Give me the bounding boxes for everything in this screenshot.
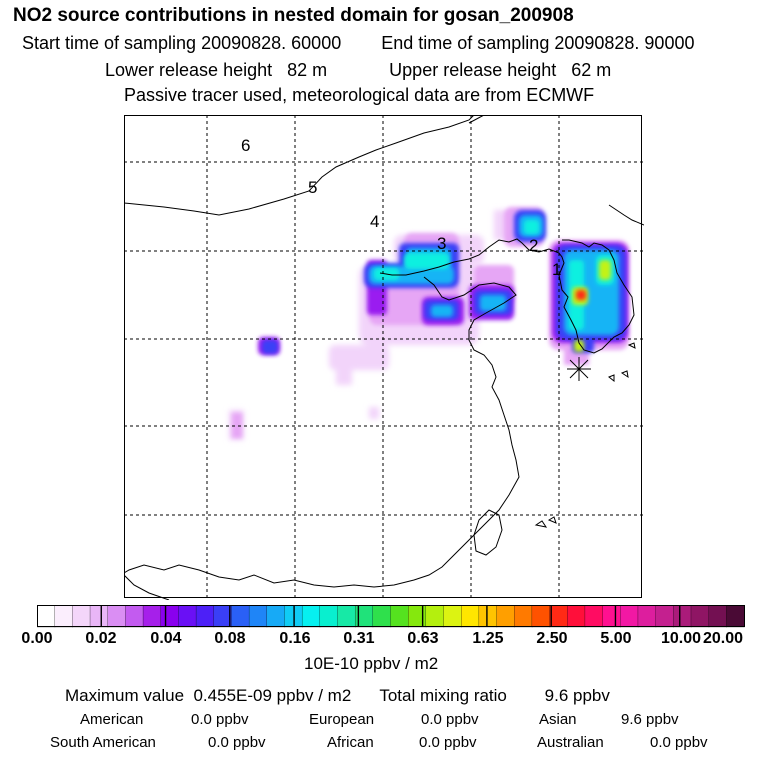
colorbar-cell — [72, 605, 91, 628]
colorbar-cell — [673, 605, 692, 628]
day-label-6: 6 — [241, 136, 250, 155]
colorbar-tick: 0.00 — [21, 630, 53, 647]
colorbar-cell — [461, 605, 480, 628]
lower-release-label: Lower release height 82 m — [105, 60, 328, 80]
colorbar-cell — [584, 605, 604, 628]
colorbar-cell — [125, 605, 144, 628]
day-label-5: 5 — [308, 178, 317, 197]
end-time-label: End time of sampling 20090828. 90000 — [381, 33, 695, 53]
day-label-2: 2 — [529, 236, 538, 255]
region-name: Asian — [539, 711, 577, 728]
contribution-field — [229, 207, 629, 440]
region-name: American — [80, 711, 144, 728]
colorbar-tick: 2.50 — [536, 630, 568, 647]
tracer-note: Passive tracer used, meteorological data… — [124, 85, 595, 105]
colorbar-cell — [726, 605, 745, 628]
region-name: South American — [50, 734, 156, 751]
region-value: 9.6 ppbv — [621, 711, 679, 728]
colorbar-cell — [178, 605, 197, 628]
colorbar-cell — [231, 605, 250, 628]
colorbar-tick: 10.00 — [660, 630, 702, 647]
colorbar-cell — [266, 605, 286, 628]
region-value: 0.0 ppbv — [191, 711, 249, 728]
colorbar-cell — [496, 605, 515, 628]
colorbar-cell — [478, 605, 498, 628]
colorbar-cell — [142, 605, 162, 628]
colorbar-cell — [372, 605, 392, 628]
colorbar-cell — [107, 605, 127, 628]
colorbar-cell — [160, 605, 180, 628]
colorbar-cell — [514, 605, 533, 628]
release-heights: Lower release height 82 m Upper release … — [105, 60, 611, 81]
colorbar — [37, 605, 745, 628]
colorbar-cell — [54, 605, 74, 628]
colorbar-tick: 0.63 — [407, 630, 439, 647]
colorbar-cell — [408, 605, 427, 628]
colorbar-cell — [567, 605, 586, 628]
colorbar-cell — [37, 605, 56, 628]
colorbar-tick: 0.02 — [85, 630, 117, 647]
region-name: Australian — [537, 734, 604, 751]
colorbar-tick: 0.04 — [150, 630, 182, 647]
sampling-times: Start time of sampling 20090828. 60000 E… — [22, 33, 694, 54]
region-value: 0.0 ppbv — [419, 734, 477, 751]
map-frame — [124, 115, 642, 598]
colorbar-cell — [655, 605, 674, 628]
colorbar-cell — [337, 605, 356, 628]
graticule — [124, 115, 644, 600]
region-name: European — [309, 711, 375, 728]
region-value: 0.0 ppbv — [421, 711, 479, 728]
upper-release-label: Upper release height 62 m — [389, 60, 612, 80]
day-label-4: 4 — [370, 212, 379, 231]
start-time-label: Start time of sampling 20090828. 60000 — [22, 33, 342, 53]
colorbar-cell — [637, 605, 657, 628]
colorbar-cell — [319, 605, 339, 628]
colorbar-tick: 0.31 — [343, 630, 375, 647]
maximum-value-line: Maximum value 0.455E-09 ppbv / m2 Total … — [65, 686, 610, 705]
colorbar-cell — [531, 605, 551, 628]
region-value: 0.0 ppbv — [208, 734, 266, 751]
colorbar-tick: 0.08 — [214, 630, 246, 647]
colorbar-tick: 0.16 — [279, 630, 311, 647]
page-title: NO2 source contributions in nested domai… — [13, 5, 574, 26]
colorbar-cell — [620, 605, 639, 628]
colorbar-cell — [195, 605, 215, 628]
colorbar-cell — [602, 605, 621, 628]
colorbar-cell — [443, 605, 462, 628]
day-label-1: 1 — [552, 260, 561, 279]
day-label-3: 3 — [437, 234, 446, 253]
region-name: African — [327, 734, 374, 751]
colorbar-units: 10E-10 ppbv / m2 — [304, 654, 439, 673]
colorbar-cell — [690, 605, 710, 628]
colorbar-cell — [301, 605, 321, 628]
colorbar-cell — [248, 605, 268, 628]
colorbar-tick: 1.25 — [472, 630, 504, 647]
region-value: 0.0 ppbv — [650, 734, 708, 751]
colorbar-cell — [425, 605, 445, 628]
colorbar-cell — [549, 605, 568, 628]
colorbar-cell — [708, 605, 727, 628]
colorbar-tick: 20.00 — [702, 630, 744, 647]
colorbar-cell — [89, 605, 109, 628]
colorbar-tick: 5.00 — [600, 630, 632, 647]
colorbar-cell — [390, 605, 409, 628]
source-contribution-map: 6 5 4 3 2 1 — [124, 115, 644, 600]
asterisk-icon — [567, 357, 591, 381]
